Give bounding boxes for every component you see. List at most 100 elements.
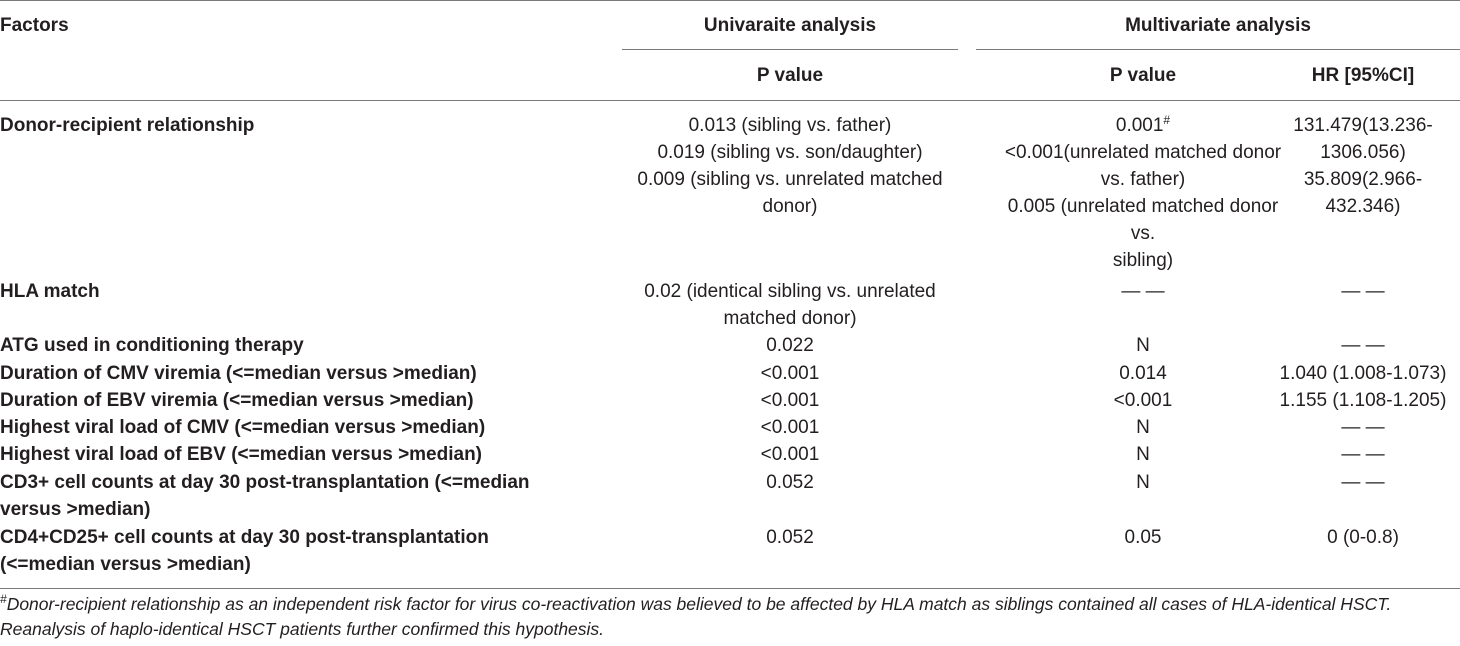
univariate-group-rule [622, 49, 958, 50]
cell-line: 1.155 (1.108-1.205) [1279, 390, 1447, 411]
cell-line: 432.346) [1325, 196, 1401, 217]
cell-line: 0.014 [1119, 363, 1167, 384]
cell-line: <0.001 [760, 417, 820, 438]
cell-line: 0.001# [976, 112, 1310, 139]
cell-line: donor) [762, 196, 818, 217]
header-multi-pvalue: P value [1109, 65, 1177, 86]
row-8-uni-cell: 0.052 [622, 469, 958, 496]
cell-line: <0.001 [760, 390, 820, 411]
cell-line: 1306.056) [1320, 142, 1406, 163]
row-3-factor-cell: ATG used in conditioning therapy [0, 332, 620, 359]
cell-line: — — [1341, 417, 1385, 438]
row-6-hr-cell: — — [1266, 414, 1460, 441]
row-4-factor-cell: Duration of CMV viremia (<=median versus… [0, 360, 620, 387]
header-factors: Factors [0, 15, 69, 36]
cell-line: <0.001 [760, 444, 820, 465]
cell-line: 0.009 (sibling vs. unrelated matched [637, 169, 943, 190]
cell-line: sibling) [1112, 250, 1174, 271]
table-top-rule [0, 0, 1460, 1]
row-7-multi-cell: N [976, 441, 1310, 468]
cell-line: 35.809(2.966- [1303, 169, 1423, 190]
cell-line: 0.02 (identical sibling vs. unrelated [644, 281, 936, 302]
row-3-uni-cell: 0.022 [622, 332, 958, 359]
cell-line: HLA match [0, 281, 100, 302]
cell-line: N [1136, 417, 1150, 438]
cell-line: 131.479(13.236- [1293, 115, 1433, 136]
row-3-hr-cell: — — [1266, 332, 1460, 359]
row-1-factor-cell: Donor-recipient relationship [0, 112, 620, 139]
cell-line: 0.019 (sibling vs. son/daughter) [657, 142, 923, 163]
row-5-multi-cell: <0.001 [976, 387, 1310, 414]
cell-line: vs. [1130, 223, 1156, 244]
cell-line: <0.001(unrelated matched donor [1004, 142, 1282, 163]
cell-line: 0.052 [766, 472, 814, 493]
row-2-hr-cell: — — [1266, 278, 1460, 305]
cell-line: Duration of CMV viremia (<=median versus… [0, 363, 477, 384]
row-9-uni-cell: 0.052 [622, 524, 958, 551]
row-2-factor-cell: HLA match [0, 278, 620, 305]
row-4-uni-cell: <0.001 [622, 360, 958, 387]
cell-line: ATG used in conditioning therapy [0, 335, 304, 356]
cell-line: Duration of EBV viremia (<=median versus… [0, 390, 474, 411]
cell-line: N [1136, 444, 1150, 465]
cell-line: 0.013 (sibling vs. father) [688, 115, 892, 136]
row-6-factor-cell: Highest viral load of CMV (<=median vers… [0, 414, 620, 441]
cell-line: Donor-recipient relationship [0, 115, 255, 136]
multivariate-group-rule [976, 49, 1460, 50]
cell-line: 0.05 [1124, 527, 1162, 548]
cell-line: CD4+CD25+ cell counts at day 30 post-tra… [0, 527, 489, 548]
cell-line: Highest viral load of CMV (<=median vers… [0, 417, 486, 438]
row-5-factor-cell: Duration of EBV viremia (<=median versus… [0, 387, 620, 414]
footnote-mark: # [0, 592, 7, 606]
cell-text: 0.001 [1115, 115, 1164, 136]
cell-line: — — [1341, 335, 1385, 356]
cell-line: (<=median versus >median) [0, 554, 251, 575]
table-bottom-rule [0, 588, 1460, 589]
row-9-multi-cell: 0.05 [976, 524, 1310, 551]
row-5-uni-cell: <0.001 [622, 387, 958, 414]
cell-line: — — [1341, 472, 1385, 493]
row-8-hr-cell: — — [1266, 469, 1460, 496]
cell-line: versus >median) [0, 499, 151, 520]
cell-line: — — [1341, 281, 1385, 302]
cell-line: 1.040 (1.008-1.073) [1279, 363, 1447, 384]
header-bottom-rule [0, 100, 1460, 101]
row-6-uni-cell: <0.001 [622, 414, 958, 441]
row-2-multi-cell: — — [976, 278, 1310, 305]
cell-line: 0.052 [766, 527, 814, 548]
header-multi-hr: HR [95%CI] [1311, 65, 1415, 86]
footnote-text-2: Reanalysis of haplo-identical HSCT patie… [0, 619, 605, 639]
cell-line: N [1136, 335, 1150, 356]
header-uni-pvalue: P value [756, 65, 824, 86]
row-3-multi-cell: N [976, 332, 1310, 359]
cell-line: 0 (0-0.8) [1327, 527, 1399, 548]
footnote: #Donor-recipient relationship as an inde… [0, 592, 1460, 642]
cell-line: <0.001 [1113, 390, 1173, 411]
row-1-hr-cell: 131.479(13.236- 1306.056) 35.809(2.966- 432… [1266, 112, 1460, 220]
header-univariate: Univaraite analysis [703, 15, 877, 36]
row-1-multi-cell: 0.001# <0.001(unrelated matched donor vs. … [976, 112, 1310, 274]
cell-line: <0.001 [760, 363, 820, 384]
footnote-line: #Donor-recipient relationship as an inde… [0, 592, 1460, 617]
cell-line: — — [1341, 444, 1385, 465]
cell-line: 0.005 (unrelated matched donor [1007, 196, 1279, 217]
row-1-uni-cell: 0.013 (sibling vs. father) 0.019 (sibling… [622, 112, 958, 220]
row-9-factor-cell: CD4+CD25+ cell counts at day 30 post-tra… [0, 524, 620, 578]
row-8-multi-cell: N [976, 469, 1310, 496]
cell-line: N [1136, 472, 1150, 493]
footnote-text-1: Donor-recipient relationship as an indep… [6, 594, 1392, 614]
cell-line: Highest viral load of EBV (<=median vers… [0, 444, 483, 465]
cell-line: CD3+ cell counts at day 30 post-transpla… [0, 472, 530, 493]
cell-line: matched donor) [723, 308, 857, 329]
cell-line: vs. father) [1100, 169, 1186, 190]
cell-line: — — [1121, 281, 1165, 302]
footnote-reference: # [1163, 113, 1171, 127]
row-4-hr-cell: 1.040 (1.008-1.073) [1266, 360, 1460, 387]
row-7-uni-cell: <0.001 [622, 441, 958, 468]
row-7-factor-cell: Highest viral load of EBV (<=median vers… [0, 441, 620, 468]
row-9-hr-cell: 0 (0-0.8) [1266, 524, 1460, 551]
row-4-multi-cell: 0.014 [976, 360, 1310, 387]
cell-line: 0.022 [766, 335, 814, 356]
row-6-multi-cell: N [976, 414, 1310, 441]
row-8-factor-cell: CD3+ cell counts at day 30 post-transpla… [0, 469, 620, 523]
